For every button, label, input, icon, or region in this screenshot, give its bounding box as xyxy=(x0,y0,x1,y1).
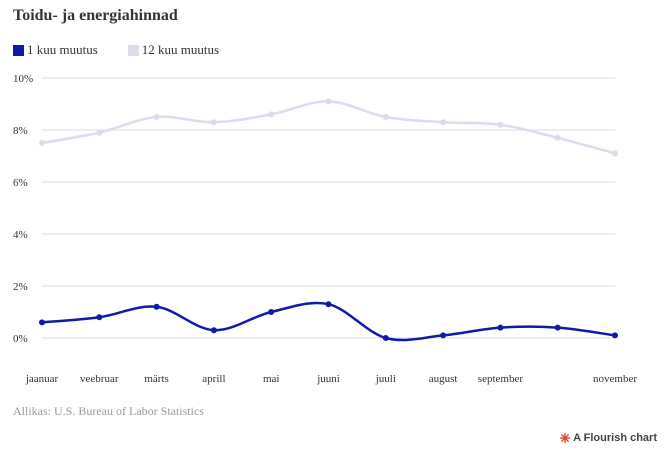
x-tick-label: aprill xyxy=(202,373,225,385)
data-point-1-kuu xyxy=(382,335,389,341)
data-point-1-kuu xyxy=(39,319,45,326)
legend-item-1-kuu[interactable]: 1 kuu muutus xyxy=(13,42,98,58)
data-point-12-kuu xyxy=(153,114,160,120)
series-line-1-kuu xyxy=(41,301,616,342)
y-tick-label: 0% xyxy=(13,333,28,345)
x-tick-label: juuni xyxy=(316,373,340,385)
source-note: Allikas: U.S. Bureau of Labor Statistics xyxy=(13,404,204,418)
data-point-1-kuu xyxy=(325,301,332,308)
data-point-12-kuu xyxy=(210,119,217,126)
data-point-1-kuu xyxy=(612,332,618,339)
data-point-12-kuu xyxy=(497,121,504,128)
y-tick-label: 8% xyxy=(13,125,28,137)
data-point-1-kuu xyxy=(554,324,561,331)
y-tick-label: 10% xyxy=(13,73,33,85)
data-point-1-kuu xyxy=(96,314,103,321)
x-tick-label: märts xyxy=(144,373,168,385)
x-tick-label: mai xyxy=(263,373,280,385)
y-tick-label: 4% xyxy=(13,229,28,241)
flourish-credit-link[interactable]: A Flourish chart xyxy=(560,432,657,444)
legend-label-1-kuu: 1 kuu muutus xyxy=(27,42,98,57)
data-point-12-kuu xyxy=(440,119,447,126)
data-point-1-kuu xyxy=(210,327,217,334)
legend-item-12-kuu[interactable]: 12 kuu muutus xyxy=(127,42,220,58)
data-point-1-kuu xyxy=(268,309,275,315)
legend-swatch-12-kuu xyxy=(127,44,139,56)
x-tick-label: juuli xyxy=(375,373,396,385)
chart-title: Toidu- ja energiahinnad xyxy=(13,7,178,24)
x-tick-label: november xyxy=(593,373,637,385)
chart-legend: 1 kuu muutus 12 kuu muutus xyxy=(13,42,249,58)
y-tick-label: 2% xyxy=(13,281,28,293)
flourish-logo-icon xyxy=(560,433,571,443)
x-tick-label: september xyxy=(478,373,524,385)
data-point-1-kuu xyxy=(440,332,447,339)
legend-swatch-1-kuu xyxy=(13,44,24,56)
data-point-12-kuu xyxy=(268,111,275,118)
data-point-12-kuu xyxy=(325,98,332,105)
data-point-1-kuu xyxy=(497,324,504,331)
data-point-12-kuu xyxy=(39,140,45,146)
x-tick-label: august xyxy=(429,373,458,385)
series-line-12-kuu xyxy=(41,100,616,155)
data-point-12-kuu xyxy=(96,129,103,136)
line-chart: 0% 2% 4% 6% 8% 10% jaanuar veebruar märts aprill m… xyxy=(13,73,637,385)
x-tick-label: veebruar xyxy=(80,373,119,385)
data-point-12-kuu xyxy=(382,114,389,120)
data-point-1-kuu xyxy=(153,303,160,310)
y-tick-label: 6% xyxy=(13,177,28,189)
legend-label-12-kuu: 12 kuu muutus xyxy=(141,42,220,57)
data-point-12-kuu xyxy=(554,134,561,141)
data-point-12-kuu xyxy=(612,150,618,157)
flourish-credit-label: A Flourish chart xyxy=(573,432,657,444)
x-tick-label: jaanuar xyxy=(25,373,59,385)
